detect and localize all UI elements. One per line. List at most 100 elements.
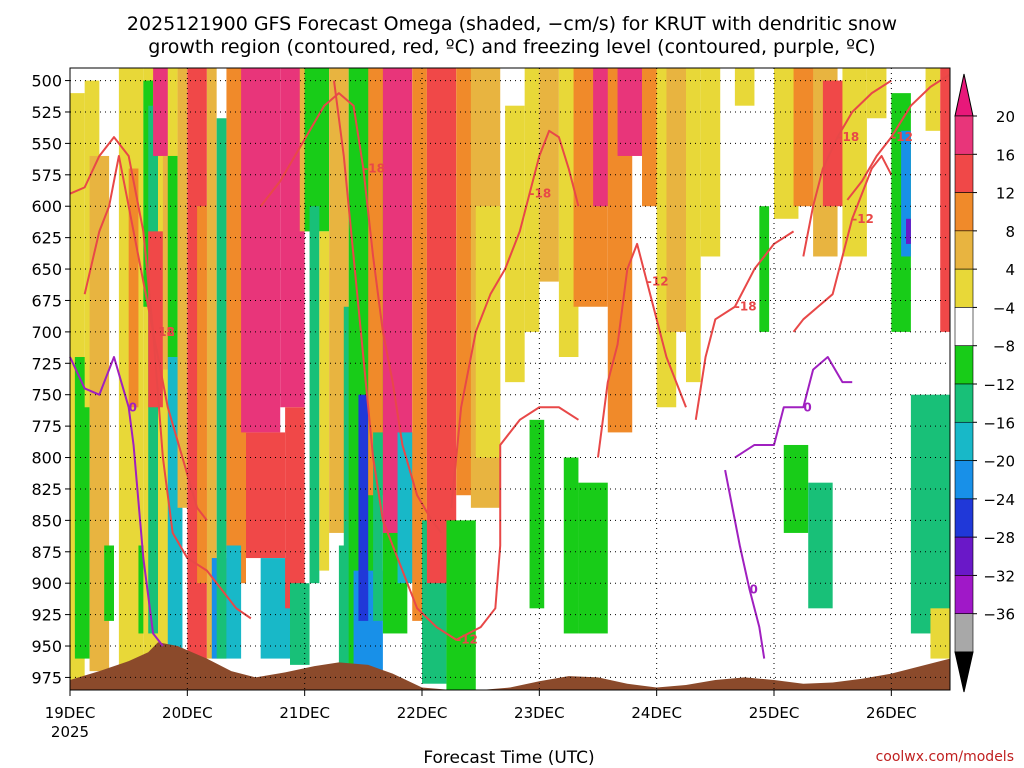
x-tick-label: 19DEC: [45, 704, 96, 722]
y-tick-label: 675: [31, 291, 62, 310]
contour-label: -18: [735, 300, 757, 314]
omega-cell: [128, 168, 139, 408]
title-line-1: 2025121900 GFS Forecast Omega (shaded, −…: [127, 13, 897, 35]
y-tick-label: 900: [31, 574, 62, 593]
contour-label: 0: [750, 582, 758, 596]
colorbar-bin: [954, 115, 974, 155]
colorbar-top-arrow: [954, 73, 974, 117]
colorbar-bin: [954, 383, 974, 423]
y-axis: 500 525 550 575 600 625 650 675 700 725 750 775 800 8…: [31, 72, 70, 687]
contour-label: -12: [456, 633, 478, 647]
omega-cell: [906, 218, 911, 244]
contour-label: -18: [363, 162, 385, 176]
contour-line: [724, 469, 766, 659]
omega-cell: [666, 68, 686, 332]
omega-cell: [539, 68, 559, 282]
x-tick-label: 26DEC: [866, 704, 917, 722]
omega-cell: [866, 68, 887, 119]
omega-cell: [642, 68, 662, 207]
contour-label: -12: [852, 212, 874, 226]
contour-label: 0: [129, 400, 137, 414]
y-tick-label: 950: [31, 637, 62, 656]
colorbar-label: −20: [983, 453, 1015, 471]
contour-label: -18: [153, 325, 175, 339]
colorbar-label: 12: [996, 185, 1015, 203]
y-tick-label: 725: [31, 354, 62, 373]
colorbar-label: −36: [983, 606, 1015, 624]
omega-cell: [216, 118, 227, 659]
contour-label: -18: [838, 130, 860, 144]
colorbar-bottom-arrow: [954, 651, 974, 693]
omega-cell: [475, 206, 501, 458]
colorbar-bin: [954, 575, 974, 615]
colorbar-bin: [954, 613, 974, 653]
y-tick-label: 800: [31, 449, 62, 468]
terrain-area: [70, 642, 950, 690]
y-tick-label: 975: [31, 668, 62, 687]
y-tick-label: 750: [31, 386, 62, 405]
omega-cell: [617, 68, 642, 156]
y-tick-label: 700: [31, 323, 62, 342]
colorbar-label: −32: [983, 567, 1015, 585]
omega-cell: [783, 444, 809, 533]
colorbar-label: 16: [996, 146, 1015, 164]
colorbar-bin: [954, 421, 974, 461]
colorbar-bin: [954, 345, 974, 385]
colorbar-bin: [954, 536, 974, 576]
x-tick-label: 20DEC: [162, 704, 213, 722]
contour-line: [83, 154, 208, 521]
contour-line: [802, 79, 892, 257]
grid-lines: [70, 68, 950, 690]
omega-cell: [177, 68, 188, 508]
omega-cell: [358, 394, 369, 621]
y-tick-label: 500: [31, 72, 62, 91]
plot-frame: [69, 67, 951, 691]
omega-cell: [930, 608, 950, 659]
colorbar-bin: [954, 460, 974, 500]
contour-label: -12: [647, 275, 669, 289]
x-tick-label: 24DEC: [631, 704, 682, 722]
y-tick-label: 650: [31, 260, 62, 279]
colorbar-label: −12: [983, 376, 1015, 394]
omega-cell: [529, 419, 545, 609]
colorbar-bin: [954, 192, 974, 232]
y-tick-label: 825: [31, 480, 62, 499]
contour-line: [792, 154, 893, 333]
colorbar-label: 8: [1005, 223, 1015, 241]
omega-cell: [143, 80, 154, 307]
colorbar-bin: [954, 307, 974, 347]
omega-cell: [309, 206, 320, 584]
omega-cell: [89, 155, 110, 672]
contour-line: [69, 356, 164, 647]
omega-cell: [197, 206, 207, 584]
omega-cell: [734, 68, 755, 106]
terrain-fill: [70, 642, 950, 690]
omega-cell: [686, 68, 701, 383]
colorbar-label: −24: [983, 491, 1015, 509]
omega-cell: [940, 68, 950, 332]
x-tick-label: 21DEC: [279, 704, 330, 722]
title-line-2: growth region (contoured, red, ºC) and f…: [148, 36, 875, 58]
omega-cell: [285, 407, 305, 609]
y-tick-label: 525: [31, 103, 62, 122]
chart-title: 2025121900 GFS Forecast Omega (shaded, −…: [127, 13, 897, 58]
omega-cell: [319, 231, 330, 571]
omega-shading: [70, 68, 950, 691]
colorbar: 20 16 12 8 4 −4 −8 −12 −16 −20 −24 −28 −32 −36: [954, 73, 1015, 693]
y-tick-label: 550: [31, 134, 62, 153]
omega-cell: [563, 457, 579, 634]
omega-cell: [304, 68, 330, 232]
omega-cell: [426, 68, 457, 584]
omega-cell: [910, 394, 950, 634]
colorbar-label: −16: [983, 414, 1015, 432]
colorbar-bin: [954, 268, 974, 308]
omega-cell: [759, 206, 770, 332]
y-tick-label: 925: [31, 606, 62, 625]
y-tick-label: 875: [31, 543, 62, 562]
y-tick-label: 775: [31, 417, 62, 436]
colorbar-label: −28: [983, 529, 1015, 547]
colorbar-label: −8: [993, 338, 1015, 356]
colorbar-bin: [954, 153, 974, 193]
contour-label: -12: [891, 130, 913, 144]
